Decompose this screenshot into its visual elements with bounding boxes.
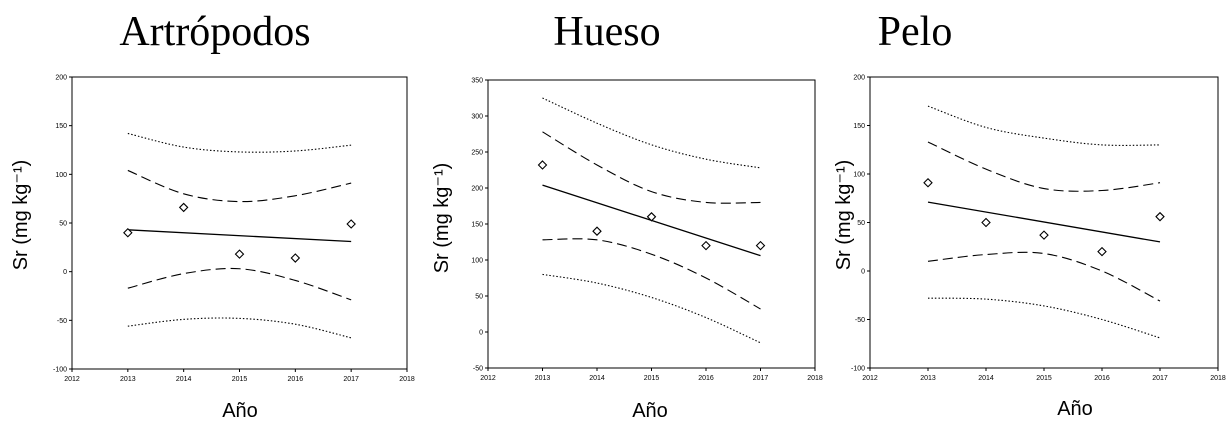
y-tick-label: 300 [471, 114, 483, 121]
confidence-band-upper [127, 169, 352, 203]
x-tick-label: 2017 [1152, 375, 1168, 382]
confidence-band-lower [927, 251, 1161, 302]
x-axis-label: Año [222, 400, 258, 422]
x-tick-label: 2014 [176, 376, 192, 383]
data-point [290, 253, 301, 263]
x-tick-label: 2015 [1036, 375, 1052, 382]
y-tick-label: -100 [851, 366, 865, 373]
x-tick-label: 2018 [399, 376, 415, 383]
y-axis-label: Sr (mg kg⁻¹) [833, 160, 855, 271]
confidence-band-upper [927, 141, 1161, 192]
prediction-band-upper [542, 97, 761, 169]
x-tick-label: 2012 [862, 375, 878, 382]
chart-panel-1: Artrópodos 200 150 100 50 0 -50 -100 2012 2013 201… [10, 9, 415, 422]
x-tick-label: 2012 [480, 375, 496, 382]
x-tick-label: 2017 [753, 375, 769, 382]
x-tick-label: 2015 [644, 375, 660, 382]
y-tick-label: -100 [53, 367, 67, 374]
x-axis-label: Año [632, 400, 668, 422]
x-tick-label: 2014 [978, 375, 994, 382]
y-tick-label: 150 [853, 123, 865, 130]
y-tick-label: 50 [59, 221, 67, 228]
y-tick-label: -50 [57, 318, 67, 325]
x-axis-label: Año [1057, 398, 1093, 420]
y-tick-label: 100 [55, 172, 67, 179]
y-tick-label: 200 [55, 75, 67, 82]
data-point [123, 227, 133, 238]
prediction-band-lower [927, 297, 1161, 339]
data-point [346, 219, 356, 229]
y-tick-label: 50 [857, 220, 865, 227]
x-tick-label: 2015 [232, 376, 248, 383]
x-tick-label: 2016 [698, 375, 714, 382]
data-point [755, 240, 766, 251]
x-tick-label: 2014 [589, 375, 605, 382]
y-tick-label: 200 [853, 75, 865, 82]
prediction-band-lower [542, 273, 761, 344]
x-tick-label: 2013 [535, 375, 551, 382]
y-tick-label: 100 [471, 258, 483, 265]
data-point [646, 212, 657, 222]
y-tick-label: 0 [861, 269, 865, 276]
y-tick-label: 350 [471, 78, 483, 85]
y-tick-label: 0 [63, 269, 67, 276]
prediction-band-upper [927, 105, 1161, 146]
chart-title: Pelo [878, 9, 953, 55]
confidence-band-lower [127, 267, 352, 301]
x-tick-label: 2013 [120, 376, 136, 383]
data-point [1155, 211, 1165, 222]
y-axis-label: Sr (mg kg⁻¹) [10, 160, 32, 271]
plot-frame [487, 79, 816, 369]
y-tick-label: 250 [471, 150, 483, 157]
regression-line [927, 201, 1161, 243]
data-point [234, 249, 245, 259]
y-tick-label: 200 [471, 186, 483, 193]
data-point [178, 202, 189, 213]
prediction-band-lower [127, 317, 352, 339]
confidence-band-upper [542, 131, 761, 204]
data-point [1097, 246, 1107, 257]
y-axis-label: Sr (mg kg⁻¹) [431, 163, 453, 274]
regression-line [127, 229, 352, 243]
data-point [537, 160, 548, 170]
y-tick-label: 100 [853, 172, 865, 179]
prediction-band-upper [127, 132, 352, 153]
x-tick-label: 2017 [343, 376, 359, 383]
x-tick-label: 2013 [920, 375, 936, 382]
y-tick-label: 50 [475, 294, 483, 301]
data-point [923, 177, 933, 188]
y-tick-label: -50 [855, 317, 865, 324]
data-point [592, 226, 602, 236]
chart-title: Artrópodos [119, 9, 310, 55]
confidence-band-lower [542, 238, 761, 310]
chart-panel-2: Hueso 350 300 250 200 150 100 50 0 -50 2012 2013 201… [431, 9, 823, 422]
y-tick-label: -50 [473, 366, 483, 373]
x-tick-label: 2012 [64, 376, 80, 383]
plot-frame [71, 76, 408, 370]
y-tick-label: 0 [479, 330, 483, 337]
chart-panel-3: Pelo 200 150 100 50 0 -50 -100 2012 2013 2014 2015 2… [833, 9, 1226, 420]
x-tick-label: 2018 [807, 375, 823, 382]
chart-title: Hueso [553, 9, 660, 55]
data-point [701, 240, 711, 251]
y-tick-label: 150 [55, 123, 67, 130]
x-tick-label: 2016 [1094, 375, 1110, 382]
y-tick-label: 150 [471, 222, 483, 229]
data-point [981, 217, 991, 228]
x-tick-label: 2016 [288, 376, 304, 383]
x-tick-label: 2018 [1210, 375, 1226, 382]
data-point [1039, 230, 1049, 240]
